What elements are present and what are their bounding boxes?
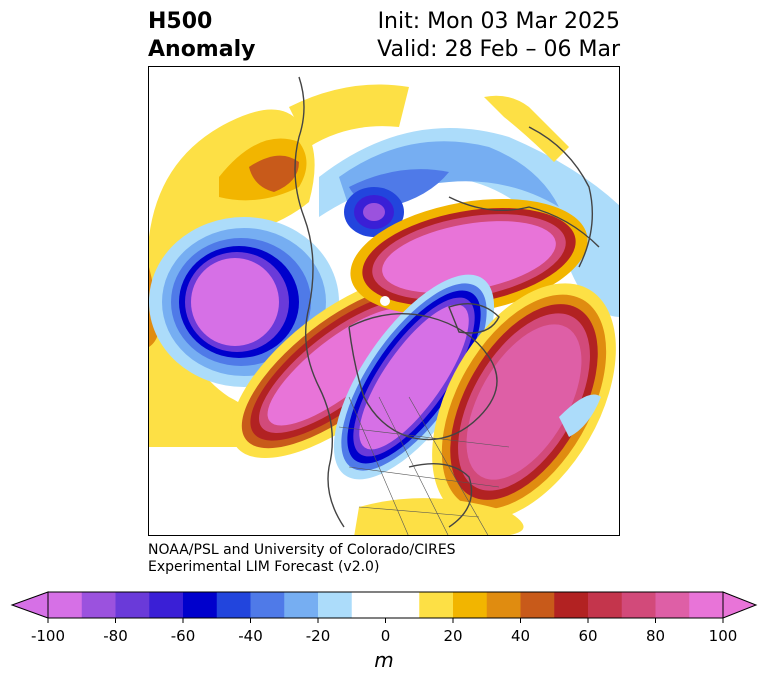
colorbar-segment [284, 592, 319, 618]
colorbar-segment [351, 592, 386, 618]
colorbar-tick-label: -20 [306, 627, 331, 645]
title-variable: H500 [148, 9, 213, 34]
colorbar-segment [621, 592, 656, 618]
title-field: Anomaly [148, 37, 256, 62]
colorbar-segment [48, 592, 83, 618]
colorbar-unit: m [374, 648, 394, 672]
colorbar-segment [689, 592, 724, 618]
colorbar-tick-label: 100 [709, 627, 738, 645]
colorbar-segment [520, 592, 555, 618]
anomaly-fill-layer [149, 84, 619, 535]
colorbar-graphic: -100 -80 -60 -40 -20 0 20 40 60 80 100 [10, 591, 758, 645]
colorbar-segment [655, 592, 690, 618]
colorbar-tick-label: 0 [381, 627, 391, 645]
colorbar-segment [115, 592, 150, 618]
title-right: Init: Mon 03 Mar 2025 Valid: 28 Feb – 06… [377, 8, 620, 64]
colorbar-segment [554, 592, 589, 618]
colorbar-segment [419, 592, 454, 618]
colorbar-segment [318, 592, 353, 618]
colorbar-tick-label: 80 [646, 627, 665, 645]
colorbar-segment [250, 592, 285, 618]
colorbar-tick-label: 60 [578, 627, 597, 645]
colorbar-tick-label: 40 [511, 627, 530, 645]
credit-text: NOAA/PSL and University of Colorado/CIRE… [148, 542, 456, 576]
credit-line-1: NOAA/PSL and University of Colorado/CIRE… [148, 542, 456, 558]
colorbar-tick-label: 20 [443, 627, 462, 645]
colorbar-segment [453, 592, 488, 618]
north-pole-marker [380, 296, 390, 306]
credit-line-2: Experimental LIM Forecast (v2.0) [148, 559, 380, 575]
coastlines [294, 76, 600, 528]
title-left: H500 Anomaly [148, 8, 255, 64]
colorbar-segment [486, 592, 521, 618]
colorbar-tick-label: -40 [238, 627, 263, 645]
colorbar-segment [588, 592, 623, 618]
colorbar-tick-label: -60 [171, 627, 196, 645]
colorbar-segment [183, 592, 218, 618]
map-canvas [149, 76, 619, 535]
colorbar-over-arrow [722, 591, 758, 619]
anomaly-map [148, 66, 620, 536]
colorbar-tick-label: -80 [103, 627, 128, 645]
colorbar-segment [216, 592, 251, 618]
colorbar-segment [149, 592, 184, 618]
colorbar-segment [385, 592, 420, 618]
colorbar-tick-label: -100 [31, 627, 65, 645]
init-date: Init: Mon 03 Mar 2025 [377, 9, 620, 34]
colorbar: -100 -80 -60 -40 -20 0 20 40 60 80 100 [0, 588, 768, 686]
valid-range: Valid: 28 Feb – 06 Mar [377, 37, 620, 62]
colorbar-segment [81, 592, 116, 618]
grid-lines [338, 396, 510, 535]
colorbar-under-arrow [10, 591, 49, 619]
